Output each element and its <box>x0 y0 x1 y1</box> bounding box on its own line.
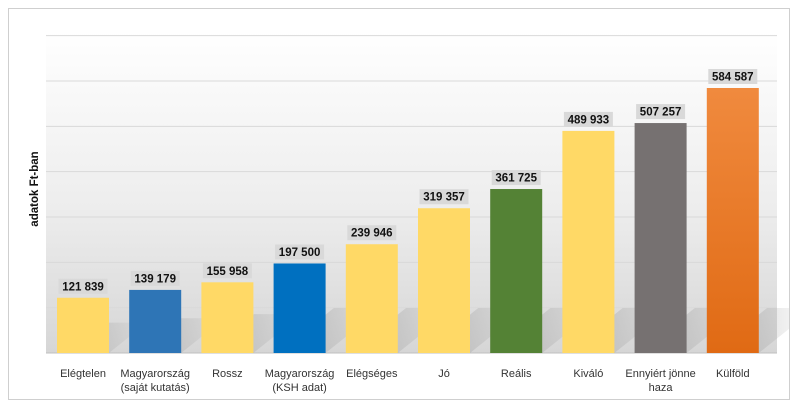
y-axis-label: adatok Ft-ban <box>29 151 41 226</box>
value-label: 489 933 <box>568 114 610 126</box>
value-label-box <box>58 278 108 294</box>
category-label-line: Rossz <box>212 368 243 380</box>
category-label-line: Magyarország <box>265 368 335 380</box>
bar-chart: 121 839 139 179 155 958 197 500 239 946 319 3… <box>29 31 789 394</box>
category-label-line: haza <box>649 382 674 394</box>
category-label: Reális <box>501 368 532 380</box>
category-label: Jó <box>438 368 450 380</box>
category-label: Külföld <box>716 368 750 380</box>
bar <box>57 297 109 353</box>
value-label-box <box>202 263 252 279</box>
category-labels: Elégtelen Magyarország (saját kutatás) Ross… <box>60 368 750 394</box>
bar <box>562 130 615 353</box>
value-label: 319 357 <box>423 192 465 204</box>
value-label: 361 725 <box>495 173 537 185</box>
bar <box>201 282 254 353</box>
category-label-line: Elégtelen <box>60 368 106 380</box>
value-label: 584 587 <box>712 72 754 84</box>
bars <box>57 88 759 353</box>
value-label: 155 958 <box>207 266 249 278</box>
bar <box>273 263 326 353</box>
category-label-line: Kiváló <box>573 368 603 380</box>
bar <box>129 289 182 353</box>
value-label-box <box>708 69 758 84</box>
category-label: Magyarország (KSH adat) <box>265 368 335 394</box>
value-label-box <box>636 104 686 120</box>
bar <box>418 208 470 353</box>
category-label-line: Jó <box>438 368 450 380</box>
category-label-line: Elégséges <box>346 368 398 380</box>
category-label-line: Magyarország <box>120 368 190 380</box>
value-label-box <box>130 270 180 286</box>
value-label: 121 839 <box>62 281 104 293</box>
bar <box>634 123 687 353</box>
category-label-line: Reális <box>501 368 532 380</box>
category-label-line: (saját kutatás) <box>121 382 190 394</box>
value-label-box <box>275 244 325 260</box>
category-label: Elégtelen <box>60 368 106 380</box>
bar <box>490 189 543 353</box>
category-label: Elégséges <box>346 368 398 380</box>
value-label: 197 500 <box>279 247 321 259</box>
chart-frame: 121 839 139 179 155 958 197 500 239 946 319 3… <box>8 8 790 400</box>
value-label-box <box>563 111 613 127</box>
category-label: Magyarország (saját kutatás) <box>120 368 190 394</box>
value-labels: 121 839 139 179 155 958 197 500 239 946 319 3… <box>58 69 758 294</box>
category-label: Kiváló <box>573 368 603 380</box>
value-label-box <box>347 225 397 241</box>
category-label-line: (KSH adat) <box>272 382 326 394</box>
category-label-line: Ennyiért jönne <box>625 368 695 380</box>
value-label-box <box>491 170 541 186</box>
value-label: 139 179 <box>134 273 176 285</box>
bar <box>345 244 398 353</box>
category-label-line: Külföld <box>716 368 750 380</box>
value-label: 507 257 <box>640 107 682 119</box>
category-label: Rossz <box>212 368 243 380</box>
value-label-box <box>419 189 469 205</box>
category-label: Ennyiért jönne haza <box>625 368 695 394</box>
bar <box>706 88 759 353</box>
value-label: 239 946 <box>351 228 393 240</box>
